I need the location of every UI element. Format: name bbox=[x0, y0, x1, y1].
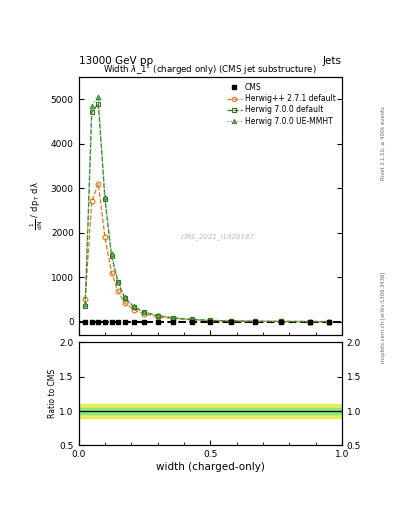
Herwig++ 2.7.1 default bbox=[208, 317, 213, 324]
CMS bbox=[103, 318, 107, 325]
Line: Herwig++ 2.7.1 default: Herwig++ 2.7.1 default bbox=[83, 181, 331, 324]
Text: mcplots.cern.ch [arXiv:1306.3436]: mcplots.cern.ch [arXiv:1306.3436] bbox=[381, 272, 386, 363]
Herwig 7.0.0 default bbox=[83, 303, 88, 309]
Herwig 7.0.0 UE-MMHT bbox=[83, 301, 88, 307]
Herwig++ 2.7.1 default bbox=[103, 234, 107, 240]
Herwig++ 2.7.1 default bbox=[279, 318, 284, 325]
Herwig++ 2.7.1 default bbox=[189, 317, 194, 323]
Herwig 7.0.0 UE-MMHT bbox=[308, 318, 313, 325]
Herwig 7.0.0 default bbox=[189, 316, 194, 323]
Herwig 7.0.0 UE-MMHT bbox=[229, 318, 234, 324]
CMS bbox=[116, 318, 120, 325]
Herwig++ 2.7.1 default bbox=[90, 198, 94, 204]
Herwig 7.0.0 default bbox=[308, 318, 313, 325]
Herwig 7.0.0 default bbox=[155, 312, 160, 318]
Herwig 7.0.0 default bbox=[90, 110, 94, 116]
Herwig 7.0.0 UE-MMHT bbox=[326, 318, 331, 325]
Herwig++ 2.7.1 default bbox=[96, 181, 101, 187]
Herwig 7.0.0 UE-MMHT bbox=[96, 94, 101, 100]
Y-axis label: $\mathregular{\frac{1}{\,d N}}$ / $\mathregular{d\,p_T}$ $\mathregular{d\lambda}: $\mathregular{\frac{1}{\,d N}}$ / $\math… bbox=[29, 181, 45, 230]
Herwig 7.0.0 default bbox=[279, 318, 284, 325]
Herwig 7.0.0 default bbox=[326, 318, 331, 325]
Herwig++ 2.7.1 default bbox=[132, 307, 136, 313]
Herwig 7.0.0 UE-MMHT bbox=[253, 318, 257, 324]
Line: CMS: CMS bbox=[83, 319, 331, 324]
Line: Herwig 7.0.0 default: Herwig 7.0.0 default bbox=[83, 101, 331, 324]
Text: Jets: Jets bbox=[323, 55, 342, 66]
Herwig 7.0.0 default bbox=[253, 318, 257, 324]
Herwig 7.0.0 default bbox=[208, 317, 213, 324]
Herwig 7.0.0 UE-MMHT bbox=[103, 194, 107, 200]
Herwig++ 2.7.1 default bbox=[116, 288, 120, 294]
Herwig++ 2.7.1 default bbox=[83, 296, 88, 303]
Herwig 7.0.0 default bbox=[171, 315, 176, 321]
Herwig 7.0.0 UE-MMHT bbox=[116, 279, 120, 285]
Herwig 7.0.0 default bbox=[116, 280, 120, 286]
Herwig++ 2.7.1 default bbox=[171, 315, 176, 322]
Herwig 7.0.0 UE-MMHT bbox=[109, 251, 114, 257]
Herwig 7.0.0 default bbox=[142, 309, 147, 315]
CMS bbox=[142, 318, 147, 325]
Herwig 7.0.0 default bbox=[109, 252, 114, 259]
Herwig 7.0.0 UE-MMHT bbox=[142, 309, 147, 315]
Herwig 7.0.0 default bbox=[103, 196, 107, 202]
Herwig++ 2.7.1 default bbox=[229, 318, 234, 324]
CMS bbox=[208, 318, 213, 325]
CMS bbox=[155, 318, 160, 325]
CMS bbox=[229, 318, 234, 325]
Text: 13000 GeV pp: 13000 GeV pp bbox=[79, 55, 153, 66]
CMS bbox=[109, 318, 114, 325]
Herwig 7.0.0 UE-MMHT bbox=[132, 304, 136, 310]
Herwig 7.0.0 UE-MMHT bbox=[208, 317, 213, 324]
CMS bbox=[96, 318, 101, 325]
Herwig++ 2.7.1 default bbox=[308, 318, 313, 325]
Herwig 7.0.0 UE-MMHT bbox=[279, 318, 284, 325]
Text: Rivet 3.1.10, ≥ 400k events: Rivet 3.1.10, ≥ 400k events bbox=[381, 106, 386, 180]
CMS bbox=[253, 318, 257, 325]
Herwig 7.0.0 default bbox=[229, 318, 234, 324]
CMS bbox=[189, 318, 194, 325]
CMS bbox=[122, 318, 127, 325]
Herwig++ 2.7.1 default bbox=[122, 300, 127, 306]
Text: CMS_2021_I1920187: CMS_2021_I1920187 bbox=[181, 233, 255, 240]
CMS bbox=[83, 318, 88, 325]
CMS bbox=[132, 318, 136, 325]
CMS bbox=[326, 318, 331, 325]
CMS bbox=[90, 318, 94, 325]
CMS bbox=[171, 318, 176, 325]
Herwig++ 2.7.1 default bbox=[253, 318, 257, 325]
Herwig 7.0.0 default bbox=[122, 295, 127, 301]
Herwig 7.0.0 UE-MMHT bbox=[90, 103, 94, 109]
Herwig++ 2.7.1 default bbox=[155, 314, 160, 320]
Herwig 7.0.0 default bbox=[132, 304, 136, 310]
CMS bbox=[308, 318, 313, 325]
X-axis label: width (charged-only): width (charged-only) bbox=[156, 462, 265, 472]
Line: Herwig 7.0.0 UE-MMHT: Herwig 7.0.0 UE-MMHT bbox=[83, 94, 331, 324]
Herwig 7.0.0 UE-MMHT bbox=[122, 294, 127, 301]
Herwig++ 2.7.1 default bbox=[109, 269, 114, 275]
CMS bbox=[279, 318, 284, 325]
Herwig++ 2.7.1 default bbox=[326, 318, 331, 325]
Legend: CMS, Herwig++ 2.7.1 default, Herwig 7.0.0 default, Herwig 7.0.0 UE-MMHT: CMS, Herwig++ 2.7.1 default, Herwig 7.0.… bbox=[224, 80, 338, 128]
Y-axis label: Ratio to CMS: Ratio to CMS bbox=[48, 369, 57, 418]
Herwig++ 2.7.1 default bbox=[142, 311, 147, 317]
Herwig 7.0.0 default bbox=[96, 100, 101, 106]
Herwig 7.0.0 UE-MMHT bbox=[155, 312, 160, 318]
Title: Width $\lambda$_1$^1$ (charged only) (CMS jet substructure): Width $\lambda$_1$^1$ (charged only) (CM… bbox=[103, 62, 317, 77]
Herwig 7.0.0 UE-MMHT bbox=[171, 315, 176, 321]
Herwig 7.0.0 UE-MMHT bbox=[189, 316, 194, 323]
